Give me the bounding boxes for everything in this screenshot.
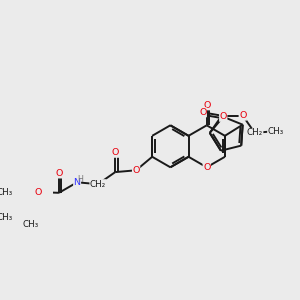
Text: CH₂: CH₂	[90, 180, 106, 189]
Text: O: O	[239, 111, 247, 120]
Text: O: O	[132, 166, 140, 175]
Text: CH₃: CH₃	[268, 127, 284, 136]
Text: CH₃: CH₃	[0, 188, 12, 197]
Text: N: N	[74, 178, 81, 187]
Text: CH₃: CH₃	[0, 213, 13, 222]
Text: CH₃: CH₃	[22, 220, 38, 229]
Text: O: O	[112, 148, 119, 157]
Text: CH₂: CH₂	[247, 128, 263, 137]
Text: O: O	[203, 163, 210, 172]
Text: O: O	[199, 108, 206, 117]
Text: O: O	[55, 169, 63, 178]
Text: O: O	[203, 101, 210, 110]
Text: O: O	[34, 188, 42, 196]
Text: O: O	[220, 112, 227, 121]
Text: H: H	[77, 175, 83, 184]
